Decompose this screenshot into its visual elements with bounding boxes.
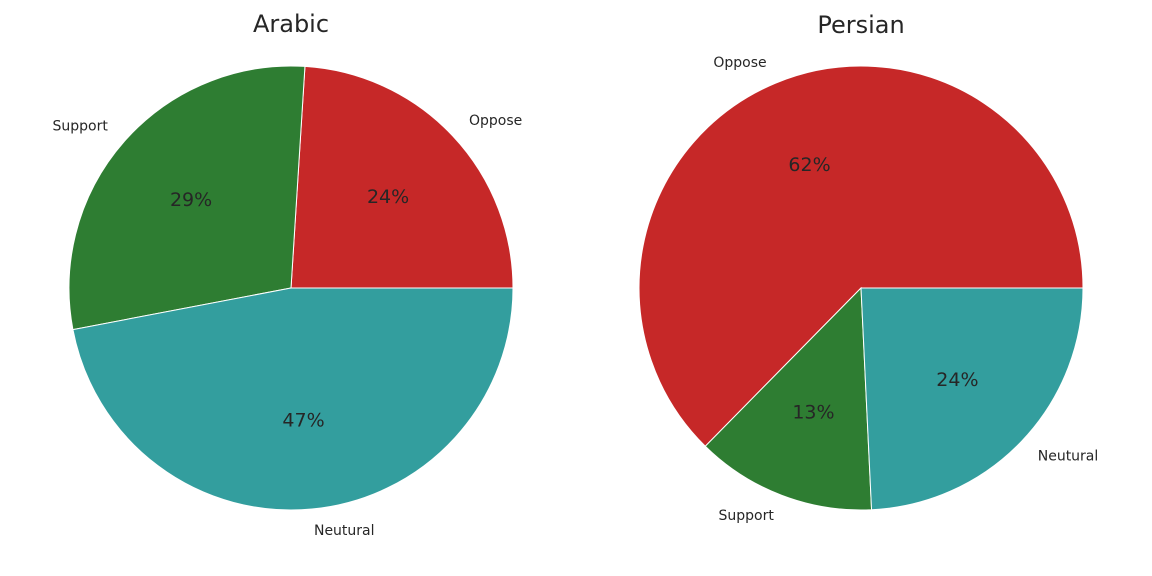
slice-label-oppose: Oppose: [713, 55, 766, 71]
slice-label-oppose: Oppose: [469, 113, 522, 129]
slice-label-support: Support: [719, 508, 775, 524]
pie-slice-support: [68, 65, 306, 331]
slice-label-neutural: Neutural: [1038, 449, 1099, 465]
slice-label-support: Support: [52, 119, 108, 135]
percent-label-support: 29%: [170, 189, 212, 211]
pie-slice-neutural: [72, 287, 514, 511]
percent-label-support: 13%: [792, 401, 834, 423]
pie-slice-oppose: [638, 65, 1084, 447]
arabic-pie-chart: Arabic 24% Oppose 29% Support 47% Neutural: [52, 10, 522, 539]
slice-label-neutural: Neutural: [314, 523, 375, 539]
pie-slice-oppose: [290, 65, 514, 289]
persian-pie-chart: Persian 62% Oppose 13% Support 24% Neutural: [638, 11, 1099, 524]
pie-slice-support: [704, 286, 873, 511]
percent-label-neutural: 47%: [282, 410, 324, 432]
chart-title: Arabic: [253, 10, 329, 38]
percent-label-oppose: 24%: [367, 186, 409, 208]
percent-label-oppose: 62%: [788, 154, 830, 176]
chart-title: Persian: [817, 11, 904, 39]
percent-label-neutural: 24%: [936, 369, 978, 391]
pie-slice-neutural: [860, 287, 1084, 511]
